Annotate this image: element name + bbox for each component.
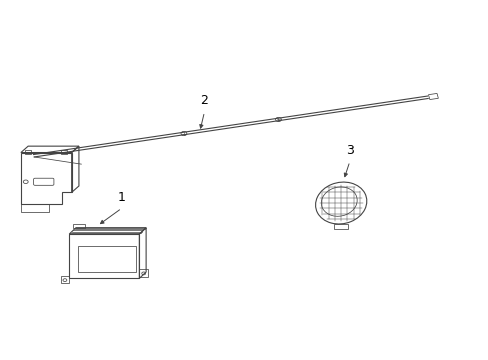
Text: 2: 2 bbox=[200, 94, 208, 107]
Bar bbox=[73, 224, 85, 228]
Bar bbox=[25, 150, 31, 154]
Text: 1: 1 bbox=[118, 191, 125, 204]
Bar bbox=[334, 224, 347, 229]
Text: 3: 3 bbox=[345, 144, 353, 157]
Bar bbox=[61, 150, 67, 154]
